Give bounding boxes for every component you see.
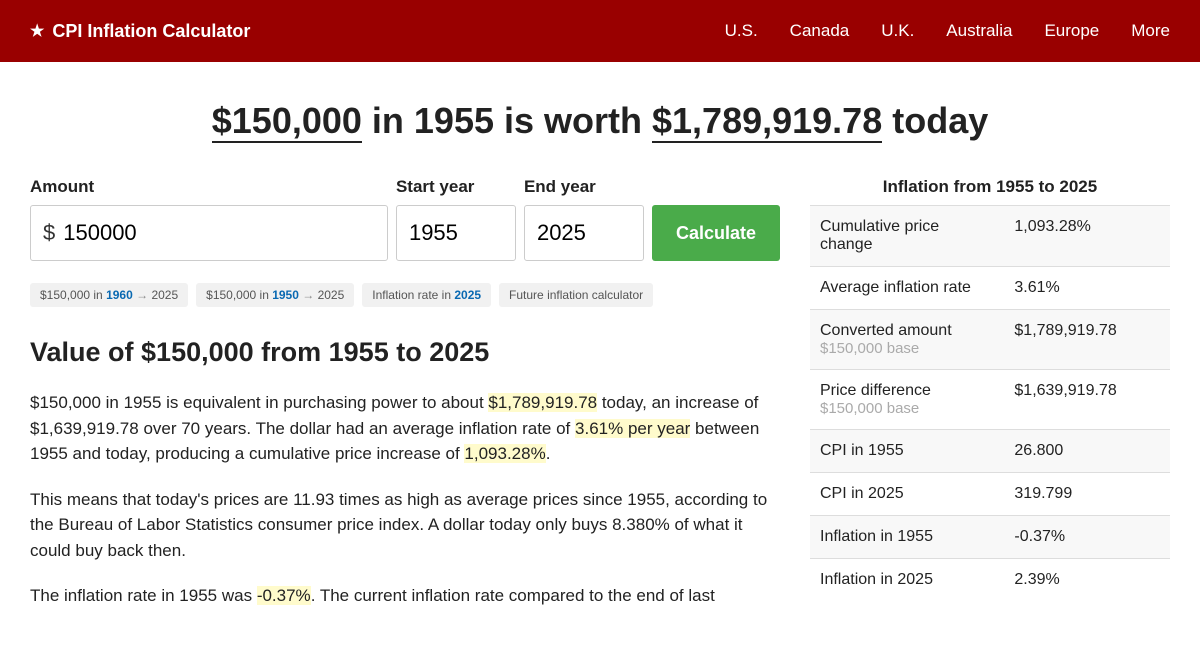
table-row: Inflation in 1955-0.37% (810, 516, 1170, 559)
amount-group: Amount $ (30, 177, 388, 261)
stat-label: Cumulative price change (810, 206, 1004, 267)
start-year-input[interactable] (409, 206, 503, 260)
paragraph-1: $150,000 in 1955 is equivalent in purcha… (30, 390, 780, 467)
start-year-label: Start year (396, 177, 516, 197)
dollar-icon: $ (43, 220, 55, 246)
stat-label: Price difference$150,000 base (810, 370, 1004, 430)
star-icon: ★ (30, 21, 44, 41)
stat-sublabel: $150,000 base (820, 340, 994, 357)
table-row: Inflation in 20252.39% (810, 559, 1170, 602)
stat-value: $1,639,919.78 (1004, 370, 1170, 430)
stat-value: 319.799 (1004, 473, 1170, 516)
table-row: Cumulative price change1,093.28% (810, 206, 1170, 267)
amount-input-wrapper: $ (30, 205, 388, 261)
nav-europe[interactable]: Europe (1044, 21, 1099, 41)
main-container: $150,000 in 1955 is worth $1,789,919.78 … (0, 62, 1200, 649)
nav-uk[interactable]: U.K. (881, 21, 914, 41)
stat-label: Average inflation rate (810, 267, 1004, 310)
nav-canada[interactable]: Canada (790, 21, 850, 41)
main-row: Amount $ Start year End year (30, 177, 1170, 629)
stat-value: $1,789,919.78 (1004, 310, 1170, 370)
headline-amount: $150,000 (212, 100, 362, 143)
nav-us[interactable]: U.S. (725, 21, 758, 41)
inflation-table: Cumulative price change1,093.28%Average … (810, 205, 1170, 601)
chip-rate-2025[interactable]: Inflation rate in 2025 (362, 283, 491, 307)
table-row: Converted amount$150,000 base$1,789,919.… (810, 310, 1170, 370)
chip-future[interactable]: Future inflation calculator (499, 283, 653, 307)
nav-more[interactable]: More (1131, 21, 1170, 41)
table-row: CPI in 195526.800 (810, 430, 1170, 473)
section-title: Value of $150,000 from 1955 to 2025 (30, 337, 780, 368)
end-year-label: End year (524, 177, 644, 197)
amount-label: Amount (30, 177, 388, 197)
table-row: CPI in 2025319.799 (810, 473, 1170, 516)
calculator-form: Amount $ Start year End year (30, 177, 780, 261)
stat-value: 26.800 (1004, 430, 1170, 473)
end-year-input[interactable] (537, 206, 631, 260)
nav: U.S. Canada U.K. Australia Europe More (725, 21, 1170, 41)
start-year-input-wrapper (396, 205, 516, 261)
logo-text: CPI Inflation Calculator (52, 21, 250, 42)
stat-label: Inflation in 2025 (810, 559, 1004, 602)
stat-value: 3.61% (1004, 267, 1170, 310)
end-year-input-wrapper (524, 205, 644, 261)
page-title: $150,000 in 1955 is worth $1,789,919.78 … (30, 100, 1170, 142)
amount-input[interactable] (63, 206, 375, 260)
start-year-group: Start year (396, 177, 516, 261)
sidebar-title: Inflation from 1955 to 2025 (810, 177, 1170, 205)
headline-result: $1,789,919.78 (652, 100, 882, 143)
end-year-group: End year (524, 177, 644, 261)
paragraph-3: The inflation rate in 1955 was -0.37%. T… (30, 583, 780, 609)
chip-1960[interactable]: $150,000 in 1960 → 2025 (30, 283, 188, 307)
stat-label: CPI in 2025 (810, 473, 1004, 516)
stat-value: -0.37% (1004, 516, 1170, 559)
calculate-button[interactable]: Calculate (652, 205, 780, 261)
stat-sublabel: $150,000 base (820, 400, 994, 417)
stat-value: 2.39% (1004, 559, 1170, 602)
paragraph-2: This means that today's prices are 11.93… (30, 487, 780, 564)
stat-label: Converted amount$150,000 base (810, 310, 1004, 370)
header: ★ CPI Inflation Calculator U.S. Canada U… (0, 0, 1200, 62)
table-row: Price difference$150,000 base$1,639,919.… (810, 370, 1170, 430)
left-column: Amount $ Start year End year (30, 177, 780, 629)
nav-australia[interactable]: Australia (946, 21, 1012, 41)
chip-1950[interactable]: $150,000 in 1950 → 2025 (196, 283, 354, 307)
sidebar: Inflation from 1955 to 2025 Cumulative p… (810, 177, 1170, 601)
table-row: Average inflation rate3.61% (810, 267, 1170, 310)
related-chips: $150,000 in 1960 → 2025 $150,000 in 1950… (30, 283, 780, 307)
stat-label: CPI in 1955 (810, 430, 1004, 473)
stat-value: 1,093.28% (1004, 206, 1170, 267)
stat-label: Inflation in 1955 (810, 516, 1004, 559)
logo[interactable]: ★ CPI Inflation Calculator (30, 21, 250, 42)
